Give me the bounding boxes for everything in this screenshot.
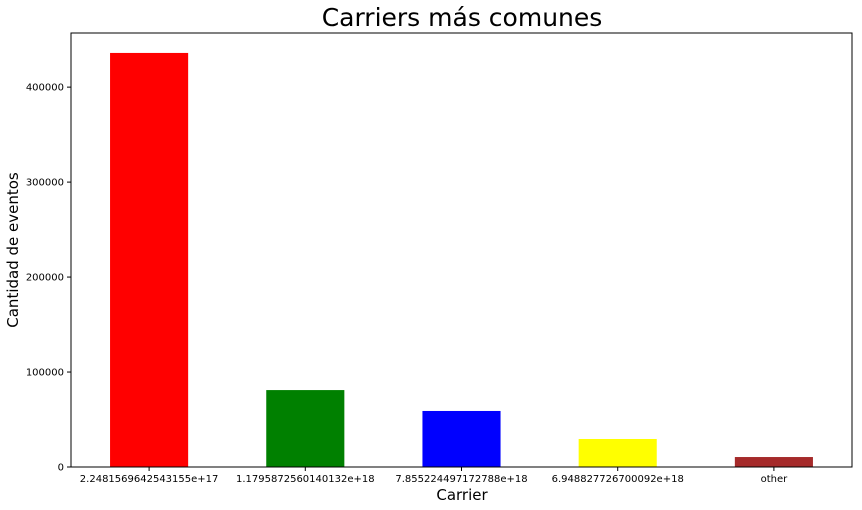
x-axis-label: Carrier bbox=[436, 486, 488, 504]
x-tick-label: 7.855224497172788e+18 bbox=[395, 474, 527, 485]
y-axis-label: Cantidad de eventos bbox=[4, 172, 22, 328]
bar-3 bbox=[422, 410, 501, 467]
chart-title: Carriers más comunes bbox=[322, 3, 603, 32]
y-tick-label: 400000 bbox=[26, 83, 64, 94]
x-tick-label: 2.2481569642543155e+17 bbox=[80, 474, 219, 485]
bar-4 bbox=[578, 438, 657, 467]
bars-group bbox=[110, 52, 813, 467]
y-tick-label: 100000 bbox=[26, 368, 64, 379]
x-tick-label: 6.948827726700092e+18 bbox=[552, 474, 684, 485]
y-tick-label: 200000 bbox=[26, 273, 64, 284]
bar-1 bbox=[110, 52, 189, 467]
y-tick-label: 300000 bbox=[26, 178, 64, 189]
y-axis: 0 100000 200000 300000 400000 bbox=[26, 83, 71, 474]
x-tick-label: 1.1795872560140132e+18 bbox=[236, 474, 375, 485]
y-tick-label: 0 bbox=[58, 463, 64, 474]
x-tick-label: other bbox=[761, 474, 789, 485]
x-axis: 2.2481569642543155e+17 1.1795872560140132… bbox=[80, 467, 788, 485]
bar-5 bbox=[734, 457, 813, 467]
bar-2 bbox=[266, 390, 345, 467]
